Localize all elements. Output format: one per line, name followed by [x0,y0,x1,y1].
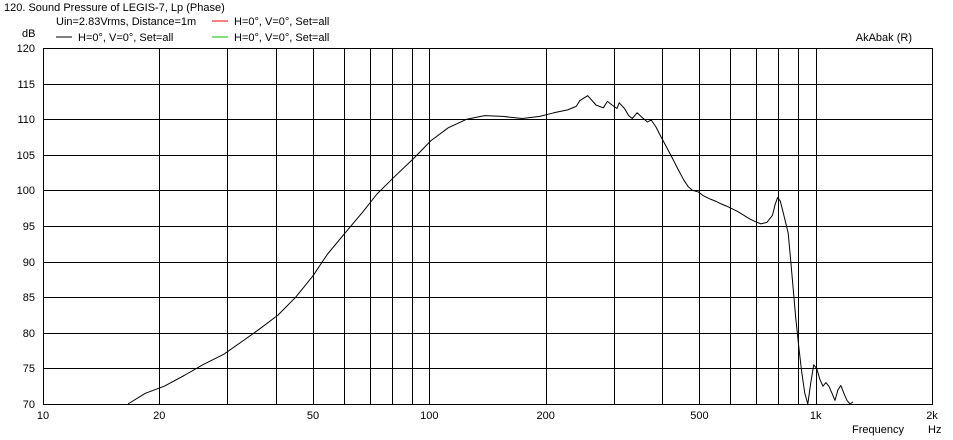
x-tick-labels: 10 20 50 100 200 500 1k 2k [37,410,938,422]
chart-title: 120. Sound Pressure of LEGIS-7, Lp (Phas… [4,2,225,14]
series-group [127,95,854,405]
x-tick-label: 200 [536,410,554,422]
x-tick-label: 2k [926,410,938,422]
y-tick-label: 85 [23,292,35,304]
y-tick-label: 80 [23,328,35,340]
legend-entry: H=0°, V=0°, Set=all [212,32,329,44]
legend-label: H=0°, V=0°, Set=all [234,32,329,44]
y-tick-label: 95 [23,221,35,233]
x-axis-label: Frequency [852,424,904,436]
x-tick-label: 20 [153,410,165,422]
y-axis-label: dB [22,28,35,40]
y-tick-label: 105 [17,150,35,162]
x-tick-label: 10 [37,410,49,422]
legend: H=0°, V=0°, Set=all H=0°, V=0°, Set=all H=… [56,16,329,44]
x-tick-label: 50 [307,410,319,422]
grid-lines [43,48,932,404]
y-tick-label: 100 [17,185,35,197]
y-tick-label: 110 [17,114,35,126]
x-tick-label: 100 [420,410,438,422]
legend-label: H=0°, V=0°, Set=all [234,16,329,28]
legend-entry: H=0°, V=0°, Set=all [56,32,173,44]
legend-label: H=0°, V=0°, Set=all [78,32,173,44]
y-tick-label: 90 [23,257,35,269]
legend-condition: Uin=2.83Vrms, Distance=1m [56,16,196,28]
y-tick-label: 120 [17,43,35,55]
akabak-watermark: AkAbak (R) [856,32,912,44]
y-tick-label: 115 [17,79,35,91]
x-axis-unit: Hz [928,424,941,436]
x-tick-label: 500 [690,410,708,422]
plot-frame [43,48,933,405]
series-line [127,95,854,405]
x-tick-label: 1k [810,410,822,422]
y-tick-label: 70 [23,399,35,411]
y-tick-label: 75 [23,363,35,375]
legend-entry: H=0°, V=0°, Set=all [212,16,329,28]
y-tick-labels: 70 75 80 85 90 95 100 105 110 115 120 [17,43,35,411]
